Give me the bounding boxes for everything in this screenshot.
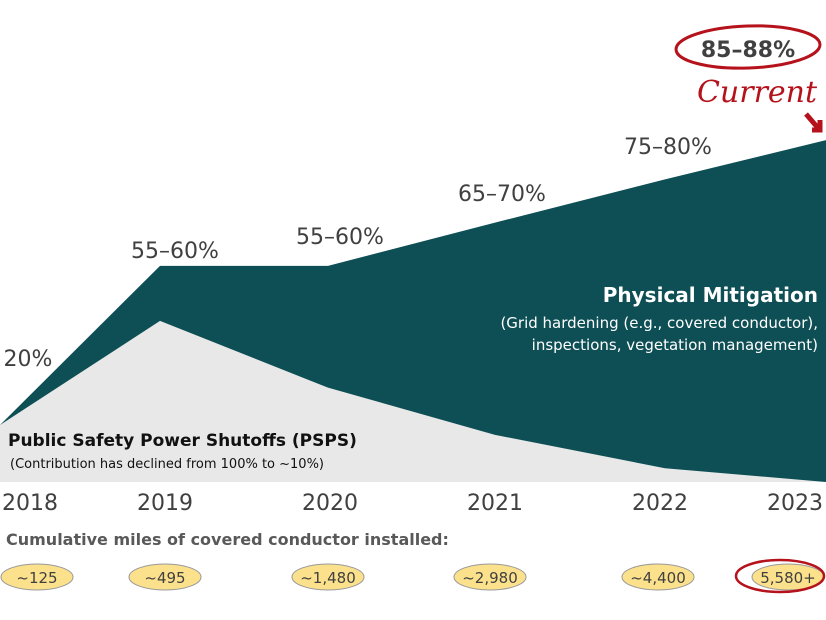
miles-badge [0, 563, 74, 591]
miles-value: ~1,480 [300, 569, 356, 587]
current-annotation: Current [697, 75, 818, 110]
miles-value: ~125 [16, 569, 57, 587]
miles-value: ~495 [144, 569, 185, 587]
highlight-circle [674, 24, 822, 70]
x-tick-label: 2023 [767, 491, 823, 516]
highlight-circle-miles [734, 558, 826, 594]
miles-badge [128, 563, 202, 591]
point-label: 55–60% [131, 239, 219, 264]
point-label: 85–88% [701, 38, 795, 63]
point-label: 20% [4, 347, 53, 372]
point-label: 75–80% [624, 135, 712, 160]
x-tick-label: 2020 [302, 491, 358, 516]
miles-value: ~2,980 [462, 569, 518, 587]
point-label: 65–70% [458, 182, 546, 207]
x-tick-label: 2022 [632, 491, 688, 516]
miles-value: 5,580+ [760, 569, 816, 587]
arrow-icon [804, 112, 823, 133]
physical-sub2: inspections, vegetation management) [532, 336, 818, 354]
point-label: 55–60% [296, 225, 384, 250]
area-psps [0, 320, 826, 482]
x-tick-label: 2021 [467, 491, 523, 516]
psps-title: Public Safety Power Shutoffs (PSPS) [8, 431, 357, 451]
physical-title: Physical Mitigation [603, 283, 818, 307]
physical-sub1: (Grid hardening (e.g., covered conductor… [500, 314, 818, 332]
miles-badge [453, 563, 527, 591]
x-tick-label: 2018 [2, 491, 58, 516]
miles-badge [621, 563, 695, 591]
x-tick-label: 2019 [137, 491, 193, 516]
miles-badge [291, 563, 365, 591]
miles-title: Cumulative miles of covered conductor in… [6, 530, 449, 549]
miles-value: ~4,400 [630, 569, 686, 587]
psps-sub: (Contribution has declined from 100% to … [10, 457, 324, 472]
